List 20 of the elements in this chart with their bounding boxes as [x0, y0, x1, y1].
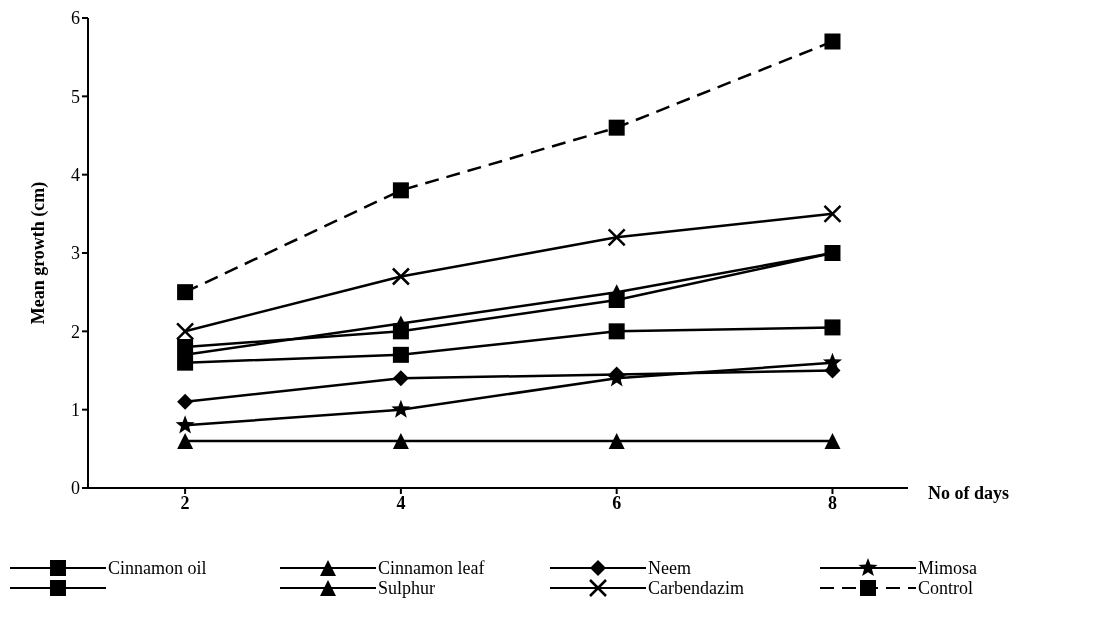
- y-tick-label: 6: [71, 8, 80, 29]
- legend-label: Neem: [648, 557, 691, 579]
- y-tick-label: 1: [71, 400, 80, 421]
- y-tick-label: 3: [71, 243, 80, 264]
- x-tick-label: 2: [180, 492, 190, 513]
- y-tick-label: 2: [71, 321, 80, 342]
- y-tick-label: 5: [71, 86, 80, 107]
- legend-label: Carbendazim: [648, 577, 744, 599]
- y-tick-label: 4: [71, 165, 80, 186]
- x-tick-label: 6: [612, 492, 622, 513]
- x-axis-title: No of days: [928, 483, 1010, 504]
- legend-label: Control: [918, 577, 974, 599]
- y-axis-title: Mean growth (cm): [28, 181, 50, 325]
- x-tick-label: 4: [396, 492, 406, 513]
- legend-label: Sulphur: [378, 577, 436, 599]
- legend-label: Cinnamon leaf: [378, 557, 485, 579]
- legend-label: Mimosa: [918, 557, 978, 579]
- y-tick-label: 0: [71, 478, 80, 499]
- x-tick-label: 8: [827, 492, 837, 513]
- legend-label: Cinnamon oil: [108, 557, 207, 579]
